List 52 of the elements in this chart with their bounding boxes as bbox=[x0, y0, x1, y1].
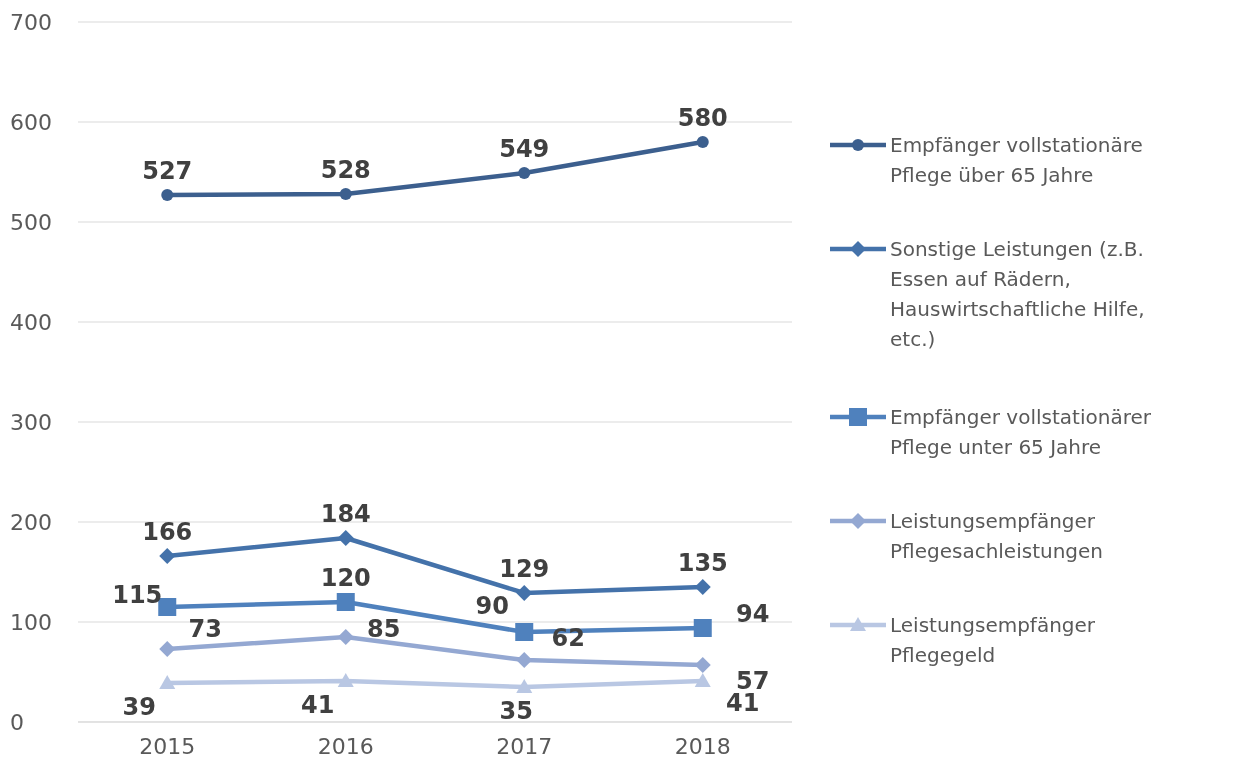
y-tick-label: 0 bbox=[10, 709, 24, 735]
legend-label: Sonstige Leistungen (z.B. Essen auf Rädern, Hauswirtschaftliche Hilfe, etc.) bbox=[890, 237, 1145, 351]
data-label: 90 bbox=[475, 592, 509, 621]
data-label: 85 bbox=[367, 615, 401, 644]
point bbox=[693, 619, 712, 637]
legend-label: Leistungsempfänger Pflegesachleistungen bbox=[890, 509, 1104, 563]
point bbox=[516, 585, 533, 601]
data-label: 62 bbox=[551, 624, 585, 653]
y-tick-label: 500 bbox=[10, 209, 52, 235]
data-label: 135 bbox=[677, 549, 728, 578]
point bbox=[518, 167, 531, 179]
data-label: 166 bbox=[142, 518, 193, 547]
y-tick-label: 200 bbox=[10, 509, 52, 535]
data-label: 94 bbox=[736, 600, 770, 629]
point bbox=[339, 188, 352, 200]
data-label: 528 bbox=[320, 156, 371, 185]
legend-label: Empfänger vollstationärer Pflege unter 65 Jahre bbox=[890, 405, 1152, 459]
point bbox=[159, 675, 176, 689]
point bbox=[337, 629, 354, 645]
data-label: 39 bbox=[122, 693, 156, 722]
x-tick-label: 2018 bbox=[674, 734, 731, 759]
point bbox=[696, 136, 709, 148]
point bbox=[516, 679, 533, 693]
data-label: 527 bbox=[142, 157, 193, 186]
data-label: 129 bbox=[499, 555, 550, 584]
y-tick-label: 700 bbox=[10, 9, 52, 35]
legend-label: Leistungsempfänger Pflegegeld bbox=[890, 613, 1096, 667]
point bbox=[336, 593, 355, 611]
point bbox=[515, 623, 534, 641]
point bbox=[337, 673, 354, 687]
point bbox=[694, 579, 711, 595]
point bbox=[694, 673, 711, 687]
point bbox=[161, 189, 174, 201]
x-tick-label: 2016 bbox=[317, 734, 374, 759]
data-label: 41 bbox=[301, 691, 335, 720]
x-tick-label: 2017 bbox=[496, 734, 553, 759]
y-tick-label: 400 bbox=[10, 309, 52, 335]
data-label: 184 bbox=[320, 500, 371, 529]
data-label: 73 bbox=[188, 615, 222, 644]
data-label: 115 bbox=[112, 581, 163, 610]
point bbox=[159, 641, 176, 657]
x-tick-label: 2015 bbox=[139, 734, 196, 759]
data-label: 549 bbox=[499, 135, 550, 164]
y-tick-label: 300 bbox=[10, 409, 52, 435]
y-tick-label: 100 bbox=[10, 609, 52, 635]
data-label: 580 bbox=[677, 104, 728, 133]
point bbox=[337, 530, 354, 546]
y-tick-label: 600 bbox=[10, 109, 52, 135]
legend-label: Empfänger vollstationäre Pflege über 65 Jahre bbox=[890, 133, 1143, 187]
point bbox=[159, 548, 176, 564]
data-label: 120 bbox=[320, 564, 371, 593]
data-label: 35 bbox=[499, 697, 533, 726]
